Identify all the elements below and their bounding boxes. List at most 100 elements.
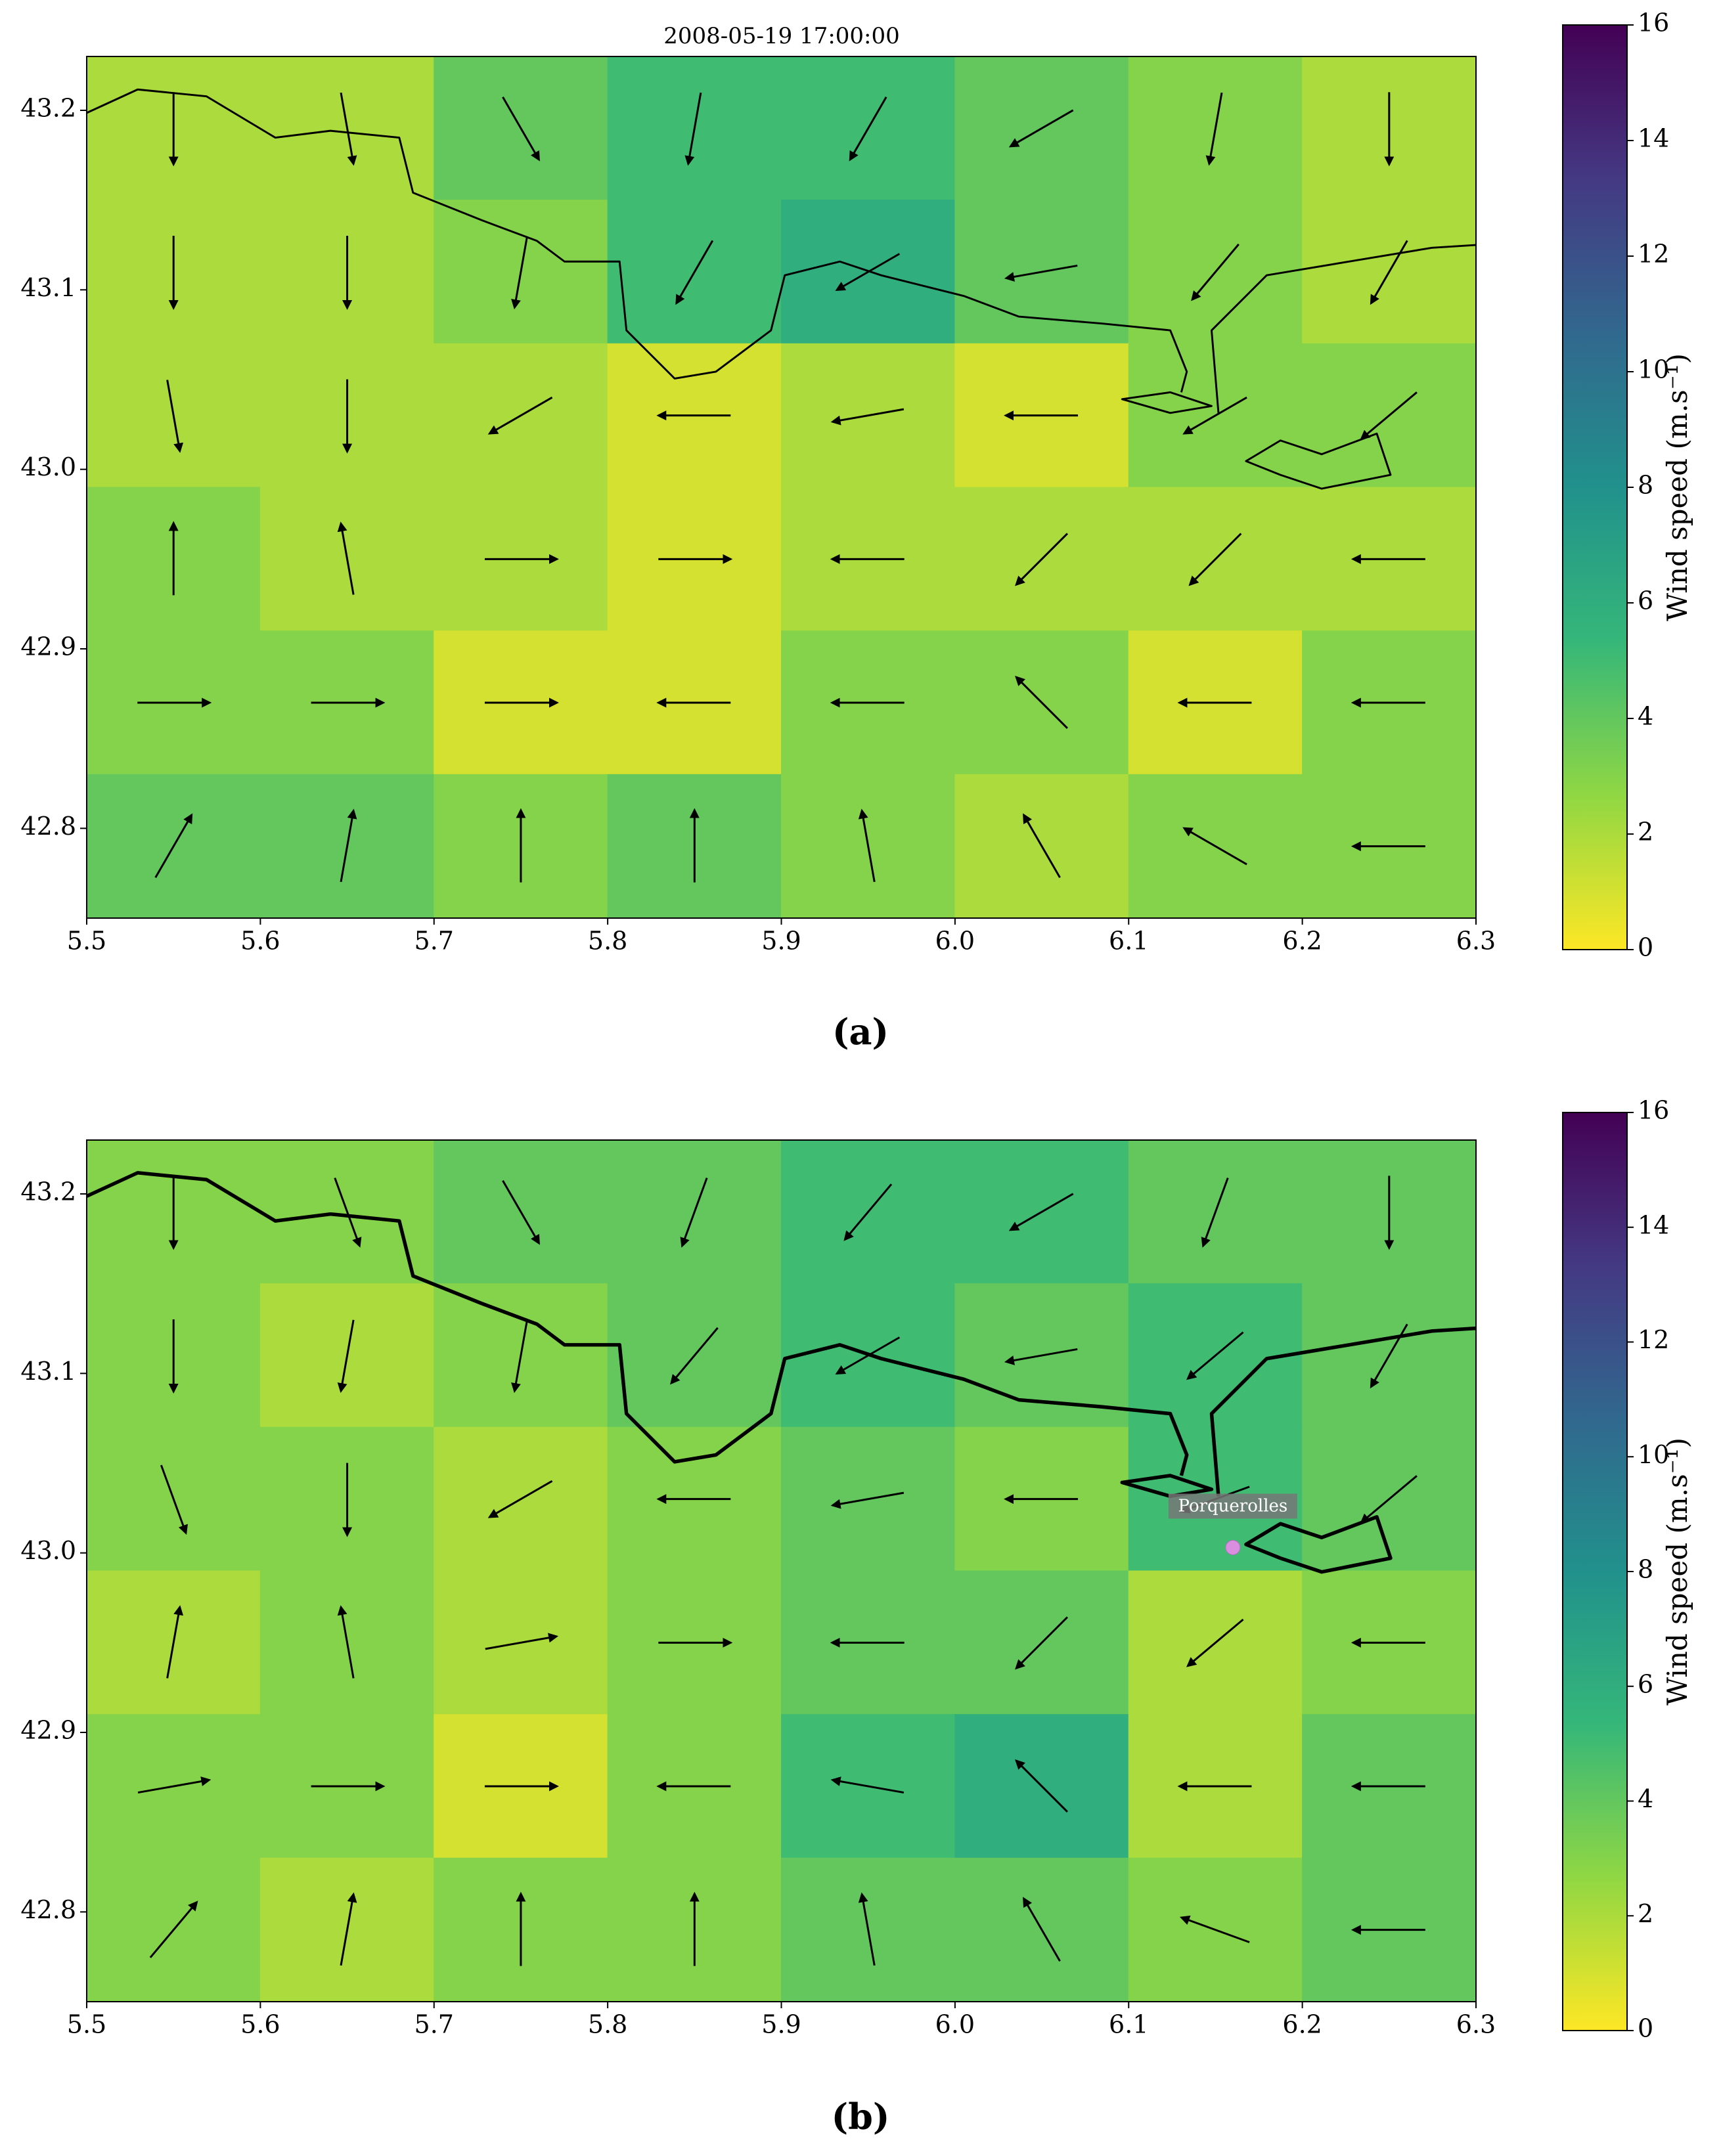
wind-arrow (1201, 1177, 1229, 1248)
colorbar (1562, 24, 1628, 950)
wind-arrow (1186, 1618, 1244, 1667)
x-tick-label: 6.2 (1282, 927, 1322, 956)
colorbar-tick-label: 16 (1638, 9, 1669, 37)
wind-arrow (1023, 813, 1061, 879)
x-tick-label: 5.9 (761, 2010, 801, 2039)
wind-arrow (160, 1464, 188, 1535)
y-tick-label: 43.2 (20, 1177, 76, 1206)
wind-arrow (675, 240, 714, 305)
wind-arrow (337, 1319, 355, 1394)
wind-arrow (1015, 1616, 1069, 1670)
coastline (87, 1171, 1476, 1574)
wind-arrow (1015, 675, 1069, 729)
wind-arrow (1191, 243, 1240, 301)
colorbar-tick-label: 14 (1638, 124, 1669, 153)
y-tick-label: 43.0 (20, 1536, 76, 1565)
coastline (87, 88, 1476, 490)
wind-arrow (502, 96, 540, 162)
wind-arrow (334, 1177, 362, 1248)
y-tick-label: 43.1 (20, 273, 76, 302)
wind-arrow (1015, 1759, 1069, 1813)
x-tick-label: 5.7 (414, 927, 454, 956)
x-tick-label: 5.5 (67, 927, 106, 956)
location-marker (1225, 1539, 1241, 1555)
wind-arrow (830, 1491, 905, 1509)
colorbar-tick-label: 2 (1638, 1899, 1653, 1928)
wind-arrow (337, 521, 355, 595)
wind-arrow (487, 1480, 553, 1518)
colorbar-tick-label: 4 (1638, 1784, 1653, 1813)
wind-arrow (830, 408, 905, 426)
x-tick-label: 5.9 (761, 927, 801, 956)
colorbar-tick-label: 4 (1638, 702, 1653, 731)
wind-arrow (487, 396, 553, 435)
wind-arrow (830, 1776, 905, 1794)
x-tick-label: 6.1 (1109, 2010, 1148, 2039)
x-tick-label: 6.2 (1282, 2010, 1322, 2039)
wind-arrow (485, 1633, 559, 1650)
colorbar-tick-label: 16 (1638, 1096, 1669, 1125)
wind-arrow (1186, 1331, 1244, 1380)
wind-arrow (1008, 109, 1074, 148)
wind-arrow (858, 808, 876, 883)
y-tick-label: 42.9 (20, 632, 76, 661)
location-label: Porquerolles (1178, 1496, 1288, 1516)
colorbar-tick-label: 8 (1638, 471, 1653, 500)
wind-arrow (137, 1776, 212, 1794)
y-tick-label: 42.9 (20, 1716, 76, 1745)
colorbar-tick-label: 12 (1638, 240, 1669, 269)
wind-arrow (166, 1605, 184, 1679)
wind-arrow (1360, 391, 1418, 440)
y-tick-label: 43.2 (20, 94, 76, 123)
y-tick-label: 43.1 (20, 1357, 76, 1386)
colorbar-tick-label: 0 (1638, 2014, 1653, 2043)
x-tick-label: 6.3 (1456, 927, 1496, 956)
wind-arrow (149, 1901, 198, 1958)
wind-arrow (684, 92, 702, 166)
wind-arrow (1015, 533, 1069, 586)
colorbar-tick-label: 12 (1638, 1325, 1669, 1354)
x-tick-label: 5.5 (67, 2010, 106, 2039)
wind-arrow (1008, 1193, 1074, 1231)
heatmap (87, 56, 1476, 918)
chart-title: 2008-05-19 17:00:00 (663, 23, 900, 49)
x-tick-label: 5.8 (588, 2010, 627, 2039)
colorbar-tick-label: 14 (1638, 1210, 1669, 1239)
wind-arrow (1370, 240, 1408, 305)
x-tick-label: 6.1 (1109, 927, 1148, 956)
wind-arrow (1004, 264, 1078, 282)
wind-arrow (1004, 1348, 1078, 1365)
wind-arrow (502, 1179, 540, 1245)
colorbar-tick-label: 6 (1638, 1669, 1653, 1698)
colorbar-tick-label: 10 (1638, 1440, 1669, 1469)
wind-arrow (511, 236, 528, 310)
colorbar-tick-label: 8 (1638, 1555, 1653, 1584)
y-tick-label: 43.0 (20, 452, 76, 481)
colorbar-label: Wind speed (m.s⁻¹) (1661, 1438, 1693, 1705)
y-tick-label: 42.8 (20, 812, 76, 841)
colorbar-label: Wind speed (m.s⁻¹) (1661, 353, 1693, 621)
wind-arrow (1182, 396, 1247, 435)
wind-arrow (680, 1177, 708, 1248)
wind-arrow (849, 96, 887, 162)
label-box (1168, 1493, 1297, 1519)
colorbar (1562, 1112, 1628, 2031)
wind-arrow (1179, 1915, 1250, 1943)
x-tick-label: 5.6 (240, 2010, 280, 2039)
wind-arrow (1182, 827, 1247, 866)
wind-arrow (154, 813, 193, 879)
wind-arrow (340, 1892, 357, 1966)
wind-arrow (337, 1605, 355, 1679)
wind-arrow (340, 92, 357, 166)
wind-arrow (858, 1892, 876, 1966)
wind-arrow (1205, 92, 1223, 166)
colorbar-tick-label: 10 (1638, 355, 1669, 384)
wind-arrow (670, 1327, 719, 1385)
caption: (b) (832, 2096, 890, 2138)
colorbar-tick-label: 0 (1638, 933, 1653, 962)
x-tick-label: 6.0 (935, 927, 975, 956)
wind-arrow (340, 808, 357, 883)
wind-arrow (1188, 533, 1242, 586)
x-tick-label: 5.7 (414, 2010, 454, 2039)
